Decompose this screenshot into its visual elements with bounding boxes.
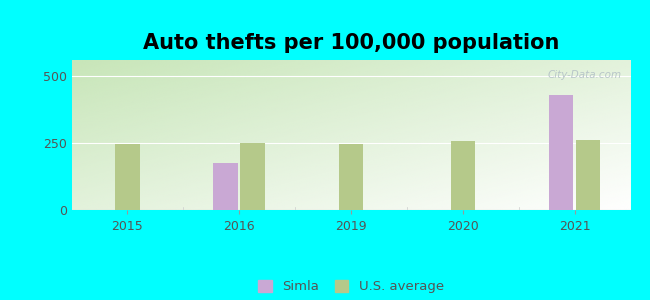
Title: Auto thefts per 100,000 population: Auto thefts per 100,000 population: [143, 33, 559, 53]
Legend: Simla, U.S. average: Simla, U.S. average: [258, 280, 444, 293]
Bar: [339, 144, 363, 210]
Text: City-Data.com: City-Data.com: [548, 70, 622, 80]
Bar: [213, 163, 238, 210]
Bar: [240, 142, 265, 210]
Bar: [115, 144, 140, 210]
Bar: [576, 140, 601, 210]
Bar: [450, 141, 475, 210]
Bar: [549, 95, 573, 210]
